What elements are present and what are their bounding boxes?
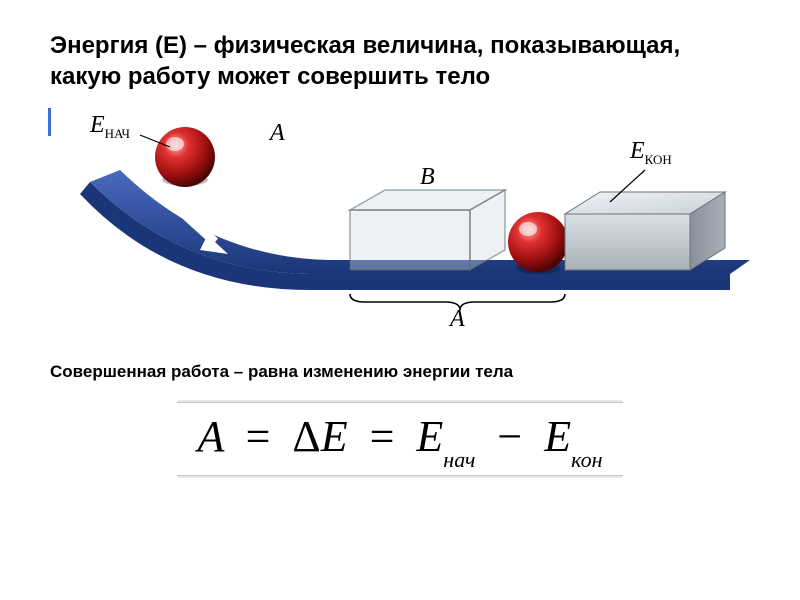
work-energy-formula: A = ΔE = Eнач − Eкон [177, 402, 622, 476]
label-E-nach: ЕНАЧ [90, 112, 130, 142]
energy-diagram: ЕНАЧ A B ЕКОН A [50, 102, 750, 342]
ball-initial [155, 127, 215, 187]
formula-container: A = ΔE = Eнач − Eкон [50, 402, 750, 476]
label-A-top: A [270, 120, 285, 147]
label-E-kon: ЕКОН [630, 138, 672, 168]
caption: Совершенная работа – равна изменению эне… [50, 362, 750, 382]
heading-line-2: какую работу может совершить тело [50, 63, 490, 90]
label-A-bottom: A [450, 306, 465, 333]
block-final [565, 192, 725, 270]
label-B: B [420, 164, 435, 191]
heading-line-1: Энергия (Е) – физическая величина, показ… [50, 32, 680, 59]
block-ghost [350, 190, 505, 270]
